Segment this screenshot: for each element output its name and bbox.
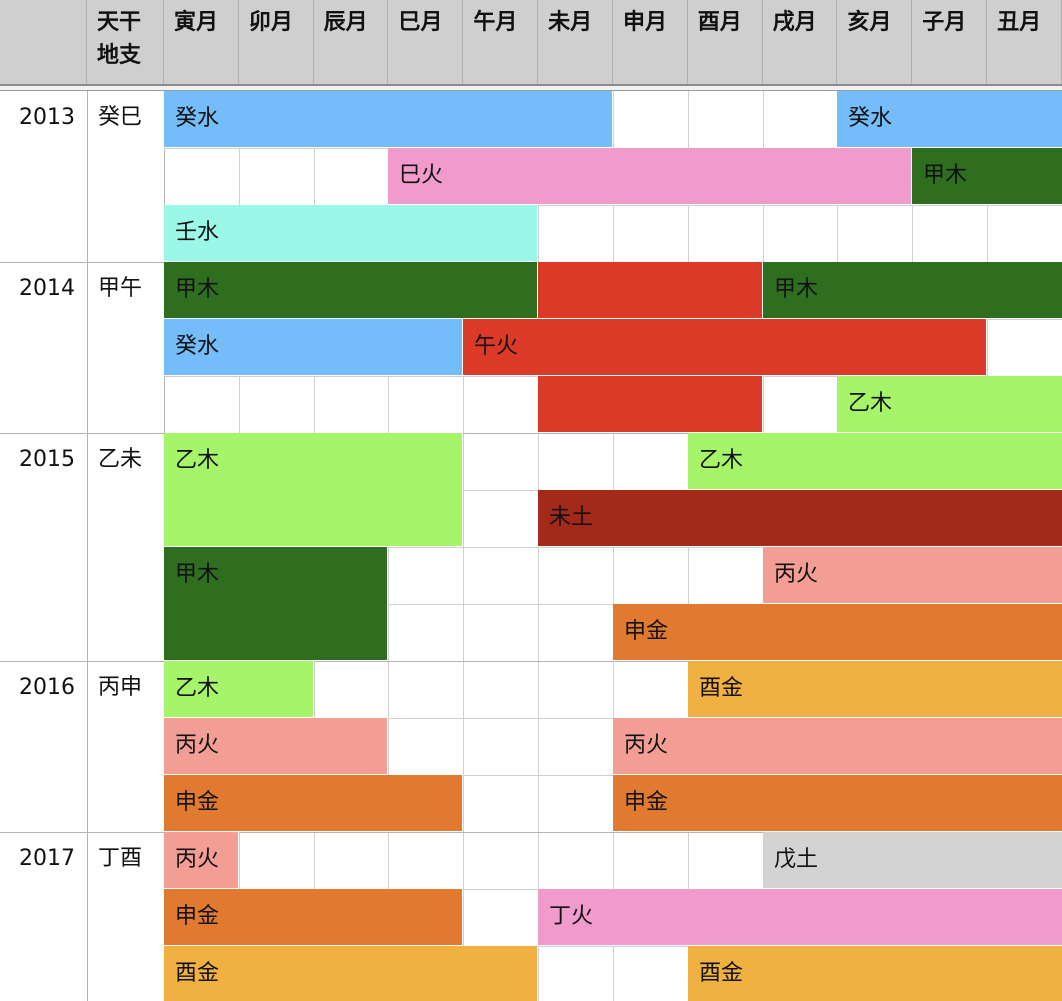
ganzhi-label: 乙未 (98, 447, 143, 472)
element-bar: 乙木 (164, 433, 463, 547)
element-bar-label: 酉金 (699, 961, 744, 986)
ganzhi-label: 癸巳 (98, 105, 143, 130)
element-bar: 申金 (164, 775, 463, 832)
element-bar-label: 乙木 (175, 676, 220, 701)
element-bar-label: 申金 (175, 904, 220, 929)
header-month-2: 辰月 (314, 0, 389, 84)
element-bar-label: 癸水 (175, 334, 220, 359)
year-divider (0, 832, 1062, 833)
header-month-8: 戌月 (763, 0, 838, 84)
element-bar-label: 乙木 (175, 448, 220, 473)
element-bar-label: 申金 (624, 790, 669, 815)
header-separator (0, 84, 1062, 91)
element-bar-label: 丙火 (175, 847, 220, 872)
ganzhi-label: 丁酉 (98, 846, 143, 871)
element-bar (538, 262, 763, 319)
year-label: 2015 (19, 447, 75, 472)
element-bar-label: 乙木 (848, 391, 893, 416)
year-label: 2013 (19, 105, 75, 130)
header-month-7: 酉月 (688, 0, 763, 84)
element-bar: 巳火 (388, 148, 912, 205)
year-label: 2014 (19, 276, 75, 301)
element-bar-label: 午火 (474, 334, 519, 359)
grid-hline (164, 205, 1062, 206)
element-bar-label: 甲木 (923, 163, 968, 188)
year-label: 2017 (19, 846, 75, 871)
element-bar: 癸水 (164, 91, 613, 148)
label-col-separator (87, 91, 88, 1001)
grid-vline (463, 91, 464, 1001)
header-month-4: 午月 (463, 0, 539, 84)
header-month-1: 卯月 (239, 0, 314, 84)
element-bar: 未土 (538, 490, 1062, 547)
header-month-5: 未月 (538, 0, 613, 84)
element-bar: 申金 (164, 889, 463, 946)
element-bar: 酉金 (164, 946, 538, 1001)
element-bar: 甲木 (763, 262, 1062, 319)
element-bar: 丁火 (538, 889, 1062, 946)
header-row (0, 0, 1062, 84)
header-month-11: 丑月 (987, 0, 1062, 84)
element-bar-label: 酉金 (175, 961, 220, 986)
element-bar: 乙木 (688, 433, 1062, 490)
element-bar-label: 丙火 (774, 562, 819, 587)
element-bar: 乙木 (837, 376, 1062, 433)
element-bar-label: 酉金 (699, 676, 744, 701)
element-bar-label: 申金 (624, 619, 669, 644)
element-bar-label: 壬水 (175, 220, 220, 245)
element-bar-label: 申金 (175, 790, 220, 815)
element-bar: 丙火 (613, 718, 1062, 775)
element-bar-label: 癸水 (175, 106, 220, 131)
element-bar: 癸水 (164, 319, 463, 376)
year-label: 2016 (19, 675, 75, 700)
element-bar: 壬水 (164, 205, 538, 262)
grid-hline (164, 946, 1062, 947)
element-bar: 甲木 (912, 148, 1062, 205)
header-label-col: 天干 地支 (87, 0, 164, 84)
header-month-10: 子月 (912, 0, 988, 84)
element-bar: 戊土 (763, 832, 1062, 889)
element-bar-label: 丙火 (175, 733, 220, 758)
element-bar: 酉金 (688, 946, 1062, 1001)
element-bar: 癸水 (837, 91, 1062, 148)
header-label-line2: 地支 (97, 43, 142, 68)
element-bar-label: 甲木 (175, 562, 220, 587)
element-bar-label: 未土 (549, 505, 594, 530)
header-month-9: 亥月 (837, 0, 913, 84)
element-bar: 丙火 (164, 718, 388, 775)
element-bar: 甲木 (164, 547, 388, 661)
element-bar: 申金 (613, 604, 1062, 661)
element-bar-label: 甲木 (774, 277, 819, 302)
grid-hline (164, 547, 1062, 548)
element-bar-label: 丙火 (624, 733, 669, 758)
element-bar-label: 戊土 (774, 847, 819, 872)
element-bar: 甲木 (164, 262, 538, 319)
element-bar-label: 丁火 (549, 904, 594, 929)
year-divider (0, 433, 1062, 434)
element-bar: 酉金 (688, 661, 1062, 718)
ganzhi-label: 丙申 (98, 675, 143, 700)
element-bar: 乙木 (164, 661, 314, 718)
element-bar-label: 甲木 (175, 277, 220, 302)
header-corner (0, 0, 87, 84)
header-month-0: 寅月 (164, 0, 239, 84)
ganzhi-label: 甲午 (98, 276, 143, 301)
element-bar: 午火 (463, 319, 987, 376)
element-bar-label: 癸水 (848, 106, 893, 131)
header-month-6: 申月 (613, 0, 688, 84)
element-bar (538, 376, 763, 433)
element-bar-label: 巳火 (399, 163, 444, 188)
header-month-3: 巳月 (388, 0, 464, 84)
header-label-line1: 天干 (97, 10, 142, 35)
element-bar: 丙火 (763, 547, 1062, 604)
year-divider (0, 661, 1062, 662)
element-bar: 申金 (613, 775, 1062, 832)
element-bar-label: 乙木 (699, 448, 744, 473)
element-bar: 丙火 (164, 832, 239, 889)
